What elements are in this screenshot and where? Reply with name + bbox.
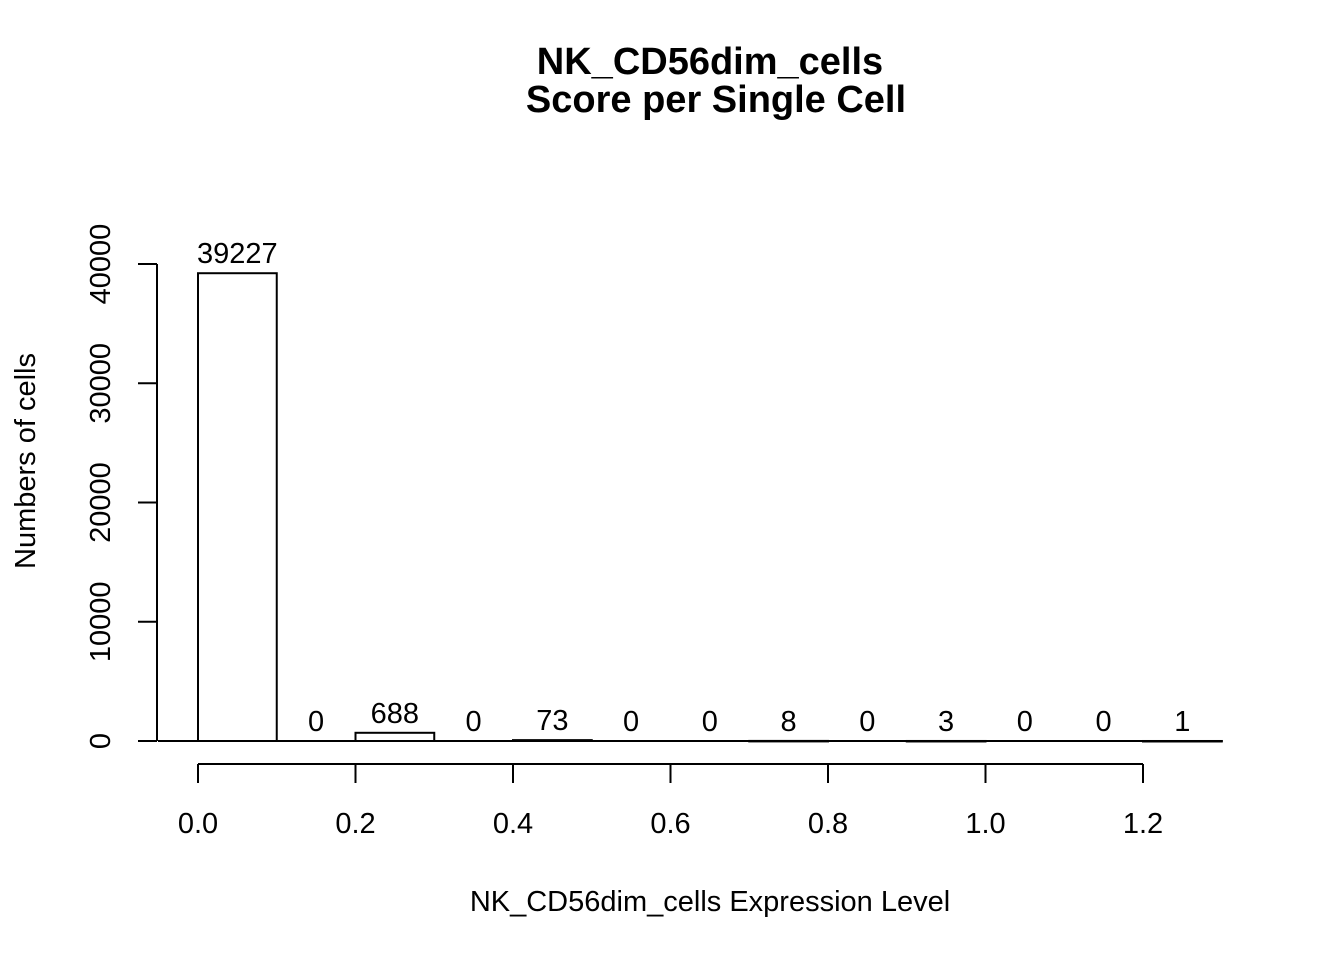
bar-value-label: 0 [702,706,718,738]
x-tick-label: 0.0 [178,808,218,840]
y-axis-label: Numbers of cells [10,353,42,569]
y-tick-label: 40000 [85,224,117,305]
x-axis: 0.0 0.2 0.4 0.6 0.8 1.0 1.2 [178,763,1163,840]
bar-labels-group: 39227 0 688 0 73 0 0 8 0 3 0 0 1 [197,238,1190,738]
x-tick-label: 1.0 [965,808,1005,840]
x-axis-label: NK_CD56dim_cells Expression Level [470,886,950,918]
y-tick-label: 0 [85,733,117,749]
x-tick-label: 1.2 [1123,808,1163,840]
chart-title: NK_CD56dim_cells [537,41,883,83]
bar-value-label: 0 [1017,706,1033,738]
bar-value-label: 0 [859,706,875,738]
bar-value-label: 0 [623,706,639,738]
bar-value-label: 39227 [197,238,278,270]
bar-value-label: 0 [1096,706,1112,738]
bar-value-label: 8 [781,706,797,738]
histogram-bar [354,731,436,742]
y-tick-label: 10000 [85,581,117,662]
histogram-bar [197,272,278,742]
x-tick-label: 0.2 [335,808,375,840]
bar-value-label: 73 [536,705,568,737]
bar-value-label: 0 [308,706,324,738]
y-tick-label: 20000 [85,462,117,543]
chart-subtitle: Score per Single Cell [526,79,906,121]
bar-value-label: 1 [1174,706,1190,738]
bar-value-label: 3 [938,706,954,738]
bar-value-label: 688 [371,698,419,730]
bar-value-label: 0 [466,706,482,738]
x-tick-label: 0.6 [650,808,690,840]
y-tick-label: 30000 [85,343,117,424]
x-tick-label: 0.8 [808,808,848,840]
bars-group [197,272,1223,743]
y-axis: 0 10000 20000 30000 40000 [85,224,158,749]
x-tick-label: 0.4 [493,808,533,840]
